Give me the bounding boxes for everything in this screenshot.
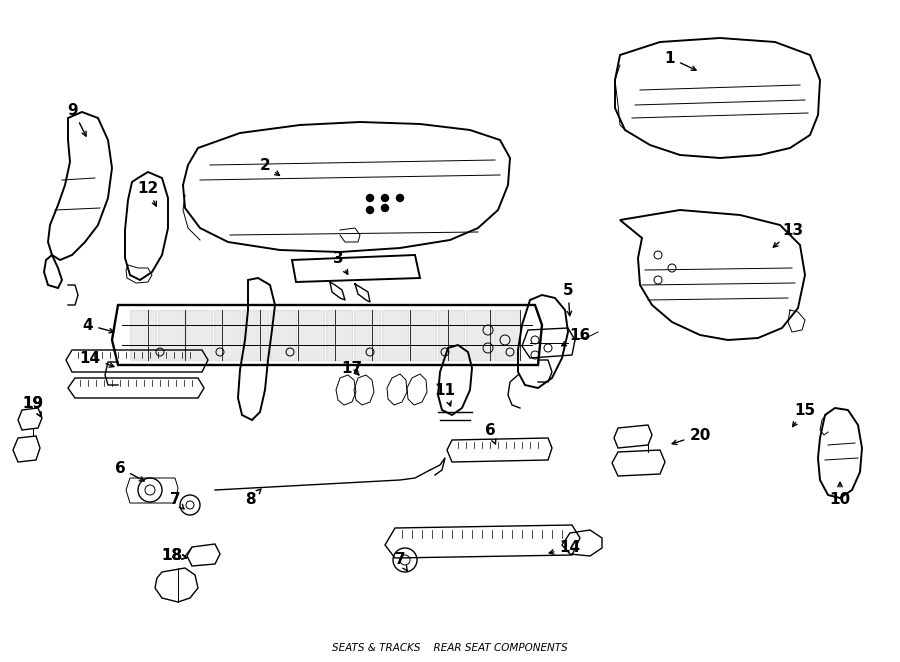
Text: 9: 9: [68, 103, 86, 136]
Text: 18: 18: [161, 547, 186, 563]
Circle shape: [397, 195, 403, 201]
Text: 14: 14: [549, 540, 580, 555]
Text: SEATS & TRACKS    REAR SEAT COMPONENTS: SEATS & TRACKS REAR SEAT COMPONENTS: [332, 643, 568, 653]
Text: 8: 8: [245, 489, 261, 508]
Text: 20: 20: [672, 428, 711, 444]
Text: 16: 16: [562, 328, 590, 346]
Text: 7: 7: [170, 493, 184, 509]
Text: 4: 4: [83, 318, 113, 333]
Text: 19: 19: [22, 395, 43, 416]
Text: 15: 15: [793, 402, 815, 426]
Text: 17: 17: [341, 361, 363, 375]
Text: 2: 2: [259, 158, 280, 175]
Text: 14: 14: [79, 350, 114, 367]
Text: 6: 6: [484, 422, 496, 444]
Text: 1: 1: [665, 50, 696, 70]
Circle shape: [382, 195, 389, 201]
Text: 19: 19: [22, 395, 43, 416]
Text: 11: 11: [435, 383, 455, 406]
Text: 12: 12: [138, 181, 158, 206]
Circle shape: [382, 205, 389, 211]
Circle shape: [366, 195, 373, 201]
Circle shape: [366, 207, 373, 214]
Text: 18: 18: [161, 547, 186, 563]
Text: 5: 5: [562, 283, 573, 316]
Text: 6: 6: [114, 461, 144, 481]
Text: 7: 7: [395, 553, 407, 571]
Text: 10: 10: [830, 483, 850, 508]
Text: 13: 13: [773, 222, 804, 247]
Text: 3: 3: [333, 250, 347, 274]
